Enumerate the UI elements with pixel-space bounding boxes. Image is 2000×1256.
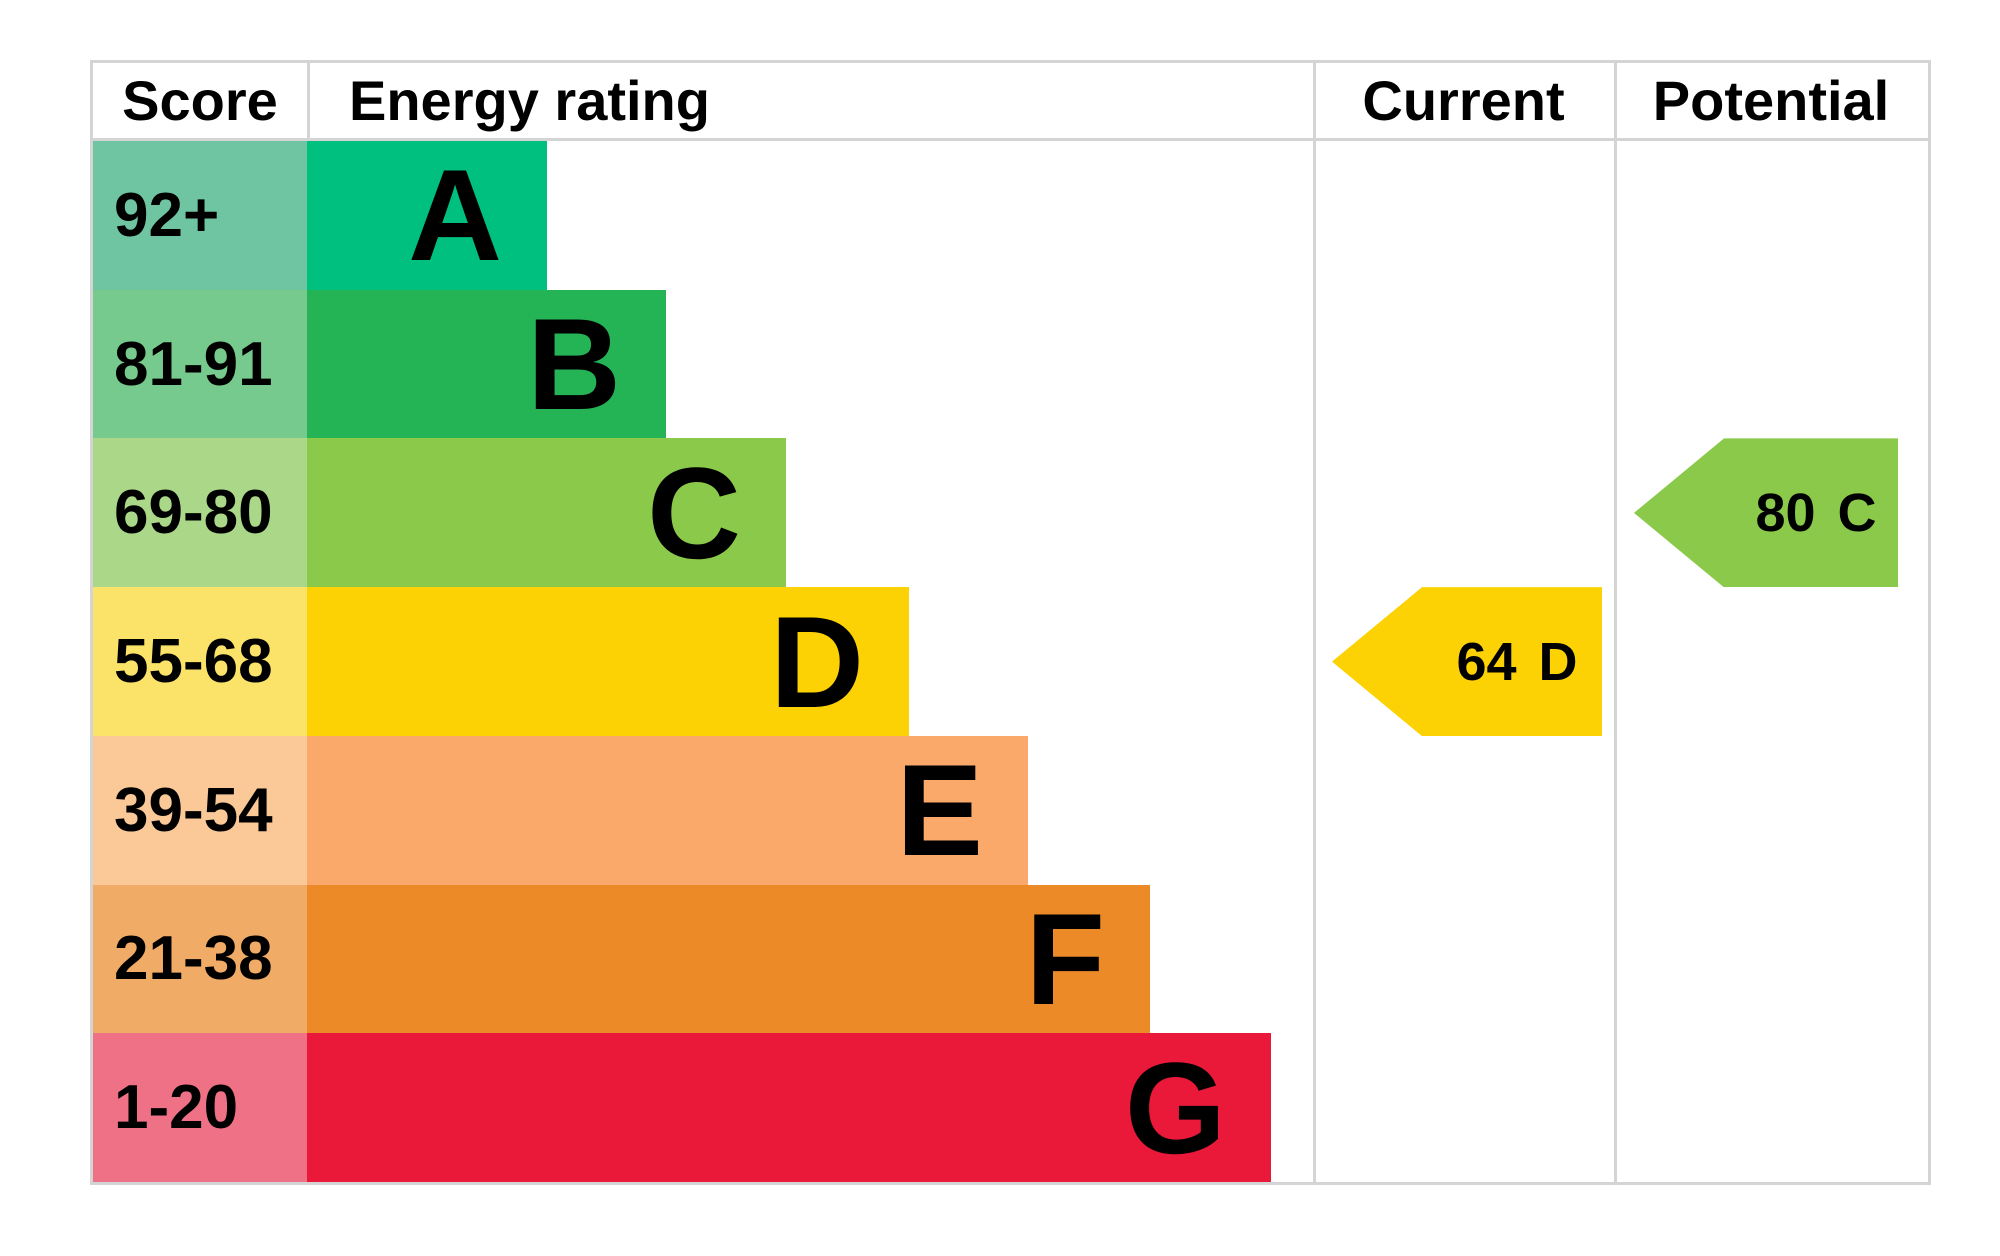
rating-letter-a: A	[408, 142, 502, 289]
header-potential: Potential	[1652, 69, 1890, 132]
band-row-c: 69-80 C	[93, 438, 1313, 588]
rating-bar-f: F	[307, 884, 1150, 1034]
rating-letter-g: G	[1124, 1034, 1226, 1181]
rating-bar-b: B	[307, 289, 666, 439]
rating-letter-f: F	[1025, 885, 1105, 1032]
band-row-e: 39-54 E	[93, 735, 1313, 885]
rating-letter-c: C	[647, 439, 741, 586]
header-current: Current	[1362, 69, 1565, 132]
rating-bar-d: D	[307, 587, 909, 736]
score-range-e: 39-54	[93, 735, 307, 885]
epc-table: Score Energy rating Current Potential 92…	[90, 60, 1931, 1185]
divider-current-potential	[1614, 63, 1617, 1182]
potential-band-letter: C	[1837, 482, 1877, 543]
rating-letter-e: E	[896, 737, 983, 884]
current-band-letter: D	[1538, 631, 1578, 692]
score-range-b: 81-91	[93, 289, 307, 439]
divider-energy-current	[1313, 63, 1316, 1182]
rating-bar-c: C	[307, 438, 786, 588]
score-range-c: 69-80	[93, 438, 307, 588]
table-header-row: Score Energy rating Current Potential	[93, 63, 1928, 141]
score-range-g: 1-20	[93, 1033, 307, 1183]
score-range-a: 92+	[93, 141, 307, 290]
header-energy-rating: Energy rating	[349, 69, 710, 132]
band-row-d: 55-68 D	[93, 587, 1313, 736]
rating-letter-d: D	[770, 588, 864, 735]
score-range-f: 21-38	[93, 884, 307, 1034]
current-score-value: 64	[1456, 631, 1517, 692]
band-row-b: 81-91 B	[93, 289, 1313, 439]
band-row-f: 21-38 F	[93, 884, 1313, 1034]
potential-score-value: 80	[1755, 482, 1816, 543]
rating-letter-b: B	[527, 291, 621, 438]
band-row-g: 1-20 G	[93, 1033, 1313, 1183]
band-row-a: 92+ A	[93, 141, 1313, 290]
rating-bar-g: G	[307, 1033, 1271, 1183]
rating-bar-a: A	[307, 141, 547, 290]
score-range-d: 55-68	[93, 587, 307, 736]
rating-bar-e: E	[307, 735, 1028, 885]
header-score: Score	[122, 69, 278, 132]
divider-score-energy	[307, 63, 310, 141]
current-rating-arrow: 64 D	[1332, 587, 1602, 737]
rating-bands: 92+ A 81-91 B 69-80 C 55-68	[93, 141, 1313, 1183]
potential-rating-arrow: 80 C	[1634, 438, 1898, 588]
